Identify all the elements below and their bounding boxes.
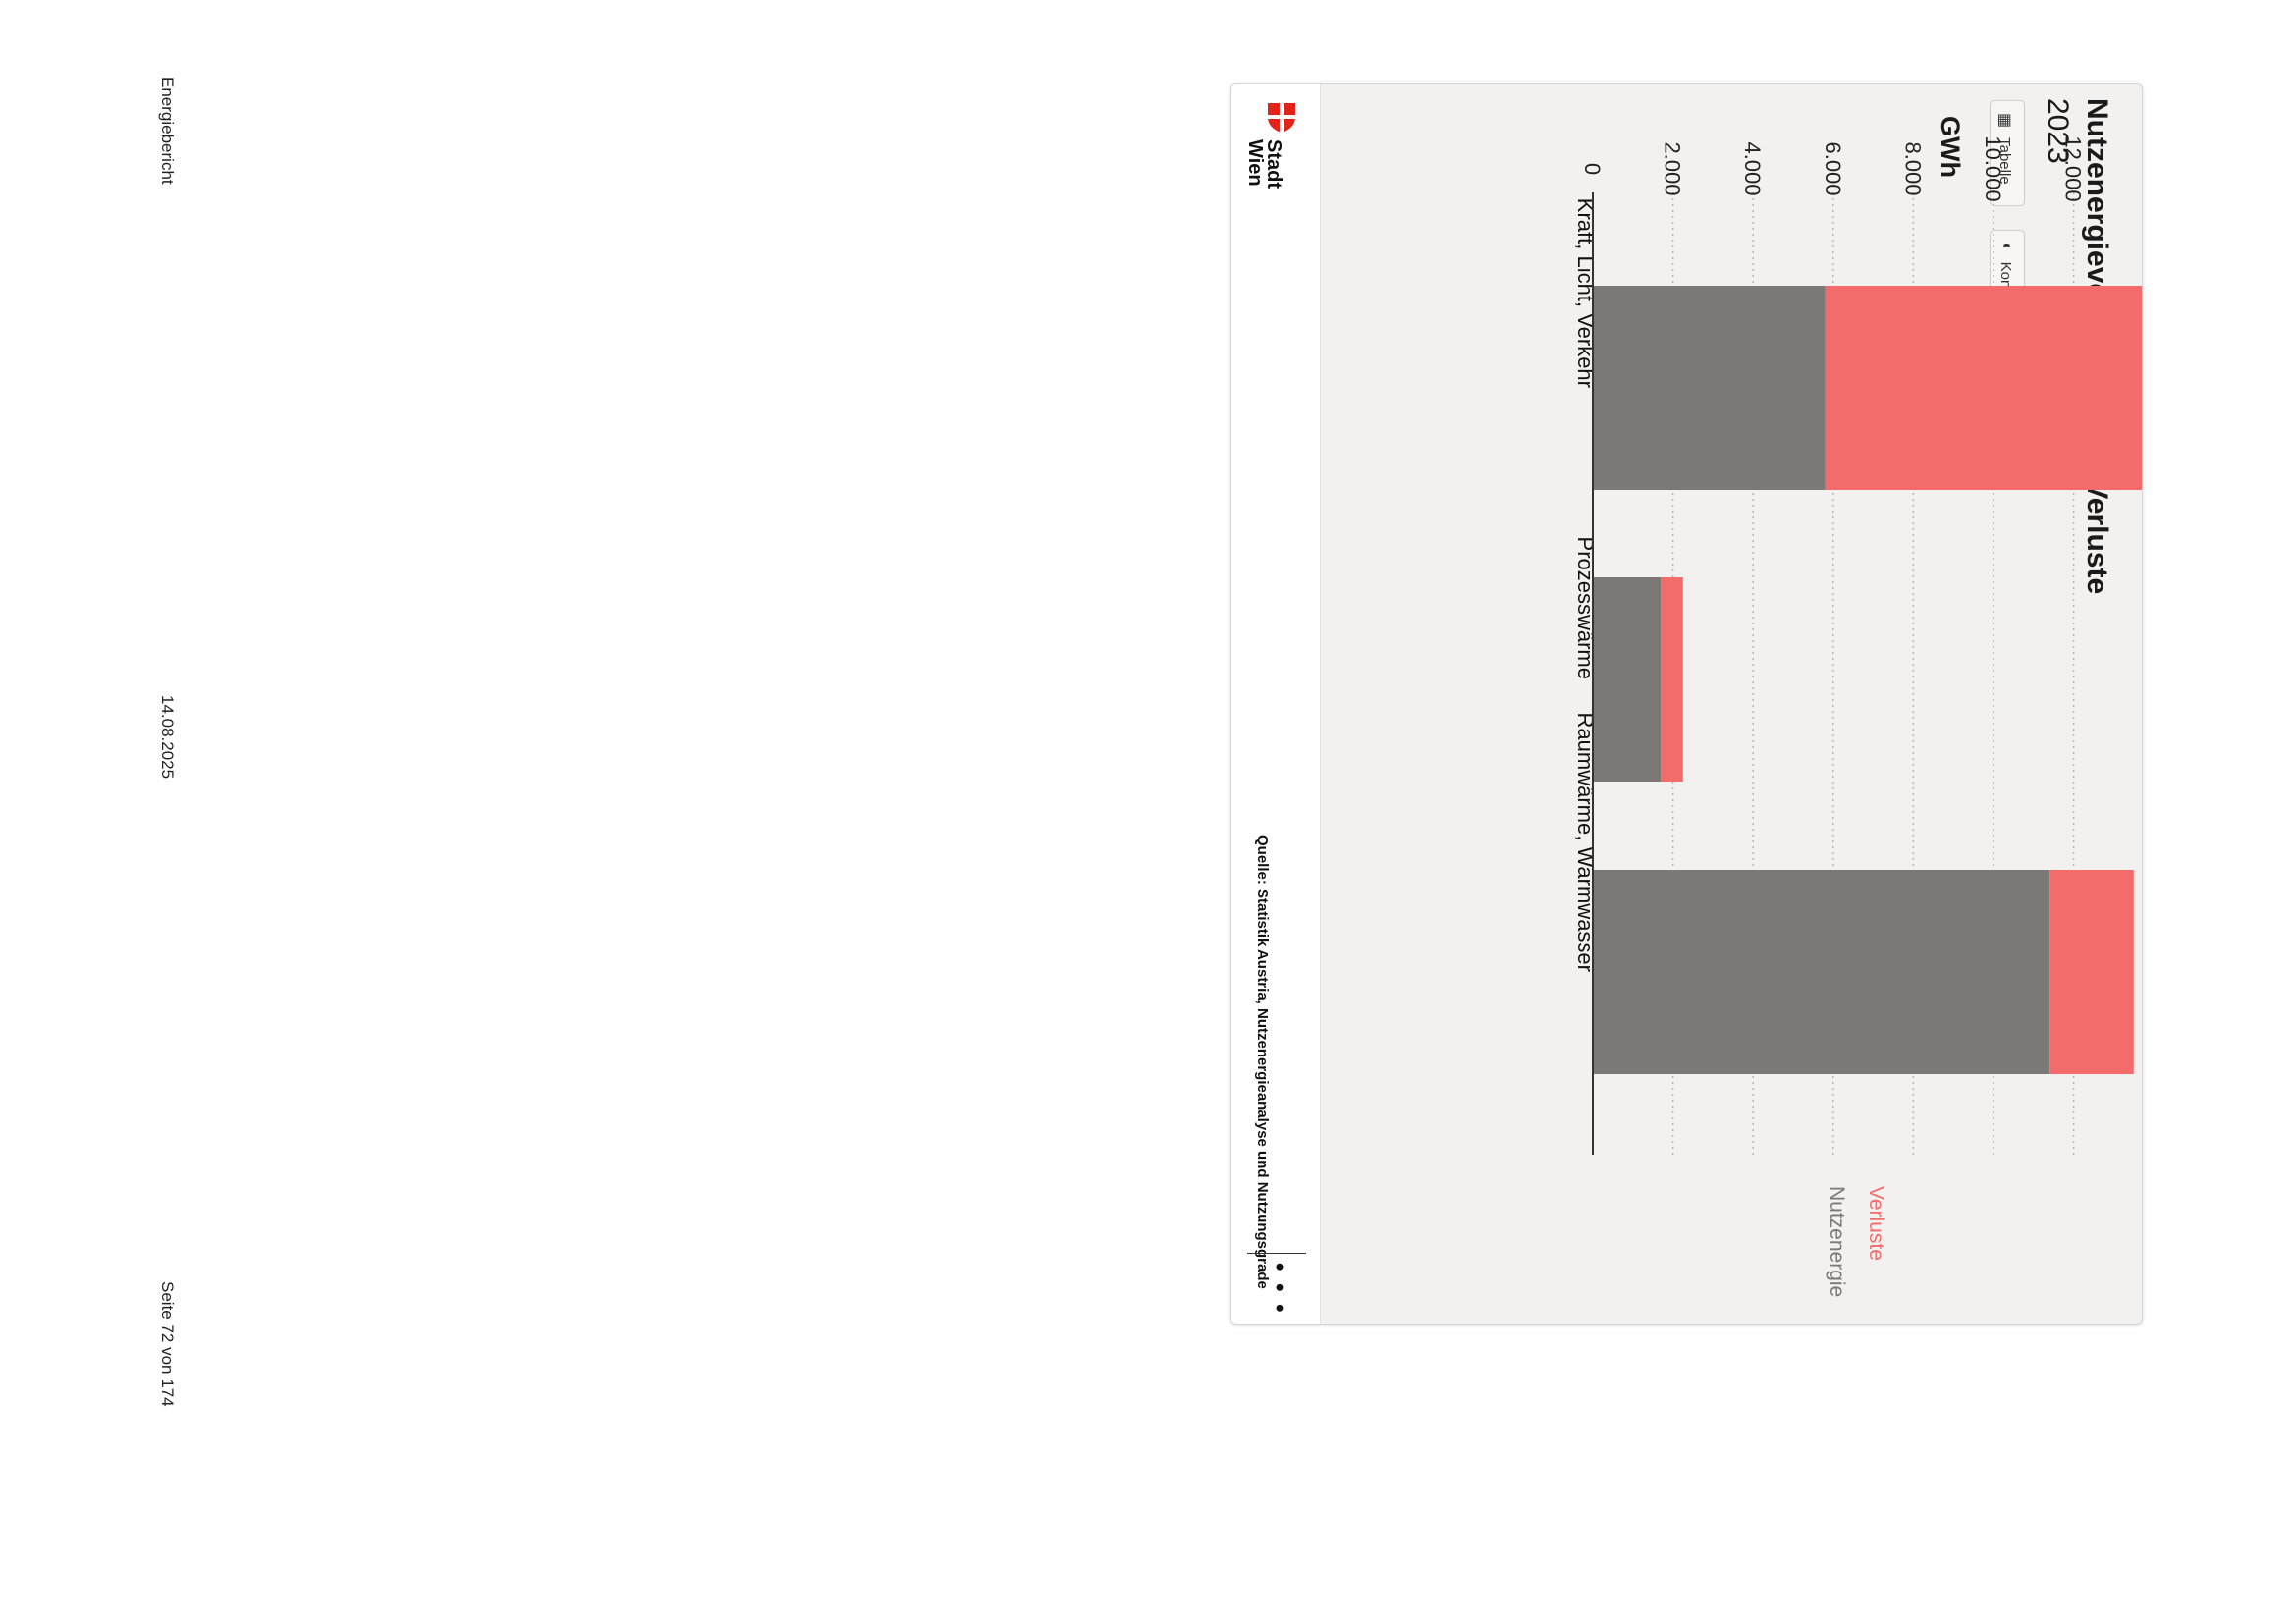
y-tick-label: 14.000 <box>2141 135 2142 201</box>
y-tick-label: 8.000 <box>1900 141 1925 195</box>
legend-item-verluste: Verluste <box>1865 1186 1887 1261</box>
y-tick-label: 6.000 <box>1821 141 1845 195</box>
bar-verluste <box>2049 870 2134 1074</box>
footer-divider <box>1247 1253 1306 1254</box>
bar-verluste <box>1661 577 1683 782</box>
category-label: Kraft, Licht, Verkehr <box>1573 198 1598 388</box>
chart-y-ticks: 02.0004.0006.0008.00010.00012.00014.0001… <box>1580 135 2142 201</box>
category-label: Raumwärme, Warmwasser <box>1573 713 1598 972</box>
page-number: Seite 72 von 174 <box>158 1281 177 1407</box>
y-tick-label: 12.000 <box>2061 135 2086 201</box>
table-button[interactable]: ▦ Tabelle <box>1990 100 2025 206</box>
bar-nutzenergie <box>1593 577 1662 782</box>
bar-chart: 02.0004.0006.0008.00010.00012.00014.0001… <box>1573 135 2142 1297</box>
y-tick-label: 2.000 <box>1661 141 1685 195</box>
chart-card: Stadt Wien Quelle: Statistik Austria, Nu… <box>1230 83 2143 1325</box>
bar-nutzenergie <box>1593 870 2050 1074</box>
bar-nutzenergie <box>1593 286 1826 490</box>
chart-footer: Stadt Wien Quelle: Statistik Austria, Nu… <box>1231 84 1321 1324</box>
y-tick-label: 0 <box>1580 163 1605 175</box>
chart-legend: Verluste Nutzenergie <box>1826 1186 1887 1297</box>
y-tick-label: 10.000 <box>1981 135 2005 201</box>
chart-bars <box>1593 286 2142 1074</box>
category-label: Prozesswärme <box>1573 537 1598 679</box>
vienna-shield-icon <box>1268 103 1295 133</box>
legend-item-nutzenergie: Nutzenergie <box>1826 1186 1848 1297</box>
bar-verluste <box>1825 286 2142 490</box>
page-date: 14.08.2025 <box>158 695 177 780</box>
page-header-text: Energiebericht <box>158 77 177 185</box>
y-tick-label: 4.000 <box>1740 141 1765 195</box>
chart-category-labels: Kraft, Licht, Verkehr Prozesswärme Raumwär… <box>1573 198 1598 972</box>
